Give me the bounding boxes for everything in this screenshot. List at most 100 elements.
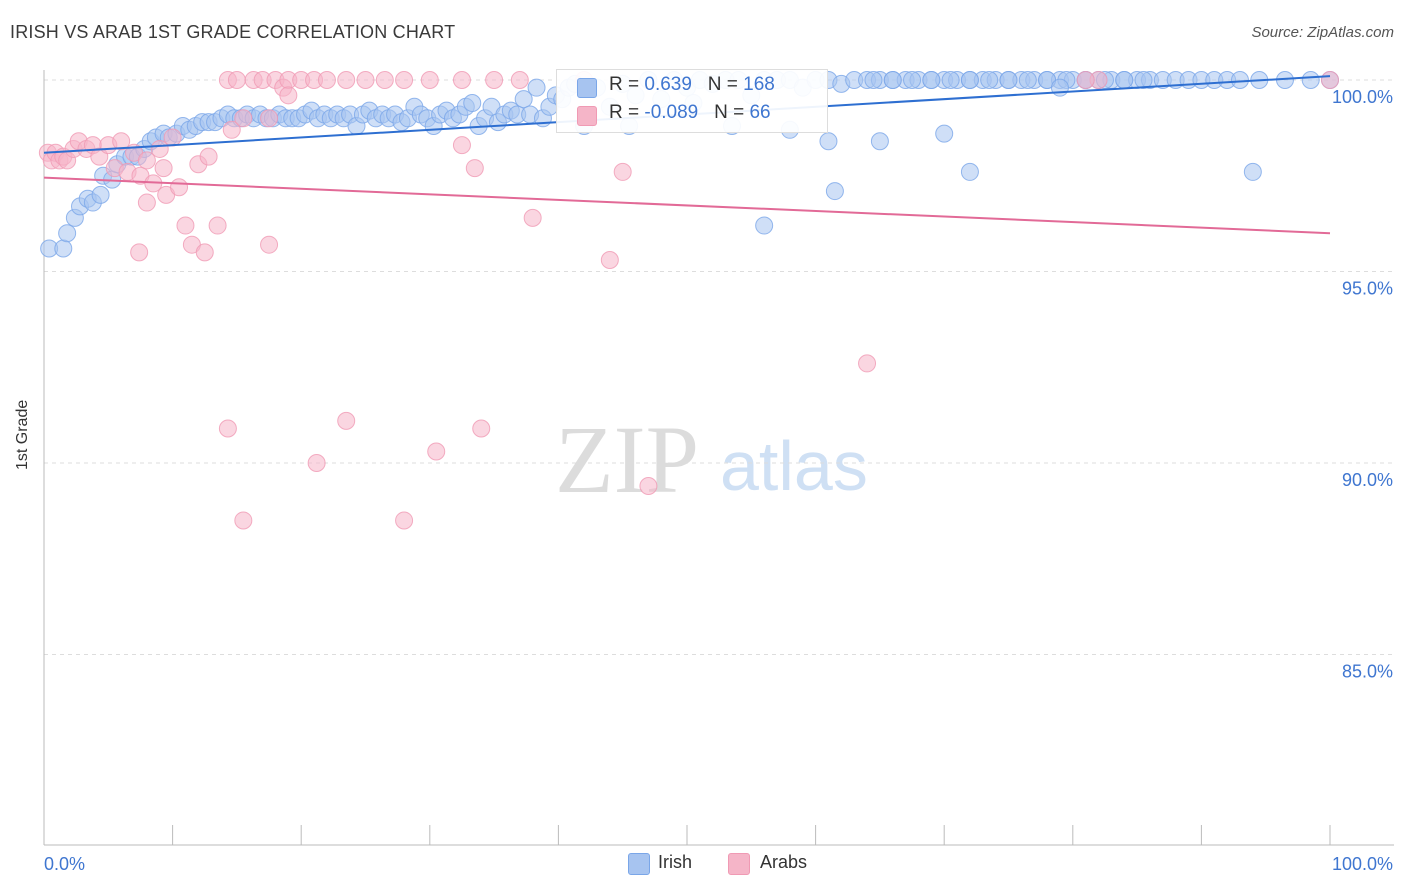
legend-arabs-label: Arabs [760, 852, 808, 872]
arabs-point [170, 178, 189, 197]
arabs-point [317, 71, 336, 89]
irish-n-value: 168 [743, 74, 775, 95]
arabs-point [510, 71, 529, 89]
stats-box: R = 0.639 N = 168 R = -0.089 N = 66 [556, 69, 828, 133]
arabs-point [137, 151, 156, 170]
irish-point [1134, 71, 1153, 89]
legend-irish-label: Irish [658, 852, 693, 872]
irish-point [922, 71, 941, 89]
arabs-point [356, 71, 375, 89]
arabs-swatch [577, 106, 597, 126]
axes [43, 70, 1394, 846]
legend-arabs-swatch [728, 853, 750, 875]
irish-r-label: R = [609, 74, 645, 95]
irish-point [1230, 71, 1249, 89]
arabs-point [137, 193, 156, 212]
y-tick-label: 85.0% [1342, 662, 1393, 682]
irish-point [91, 185, 110, 204]
arabs-point [279, 86, 298, 105]
arabs-point [307, 454, 326, 472]
arabs-point [234, 109, 253, 128]
arabs-point [395, 71, 414, 89]
irish-point [960, 71, 979, 89]
watermark-zip: ZIP [555, 406, 699, 513]
stats-row-arabs: R = -0.089 N = 66 [557, 102, 827, 128]
arabs-point [208, 216, 227, 235]
arabs-point [163, 128, 182, 147]
arabs-point [154, 159, 173, 178]
arabs-point [176, 216, 195, 235]
legend: Irish Arabs [0, 850, 1406, 880]
arabs-point [858, 354, 877, 373]
irish-point [527, 78, 546, 97]
arabs-point [1321, 71, 1339, 89]
irish-stats-text: R = 0.639 N = 168 [609, 74, 775, 96]
arabs-point [427, 442, 446, 461]
irish-point [755, 216, 774, 235]
irish-r-value: 0.639 [644, 74, 692, 95]
arabs-point [218, 419, 237, 438]
irish-point [864, 71, 883, 89]
arabs-point [199, 147, 218, 166]
arabs-point [337, 411, 356, 430]
arabs-point [195, 243, 214, 262]
arabs-point [465, 159, 484, 178]
irish-point [960, 162, 979, 181]
irish-n-label: N = [707, 74, 744, 95]
arabs-point [639, 476, 658, 495]
irish-point [903, 71, 922, 89]
irish-point [819, 132, 838, 151]
irish-point [870, 132, 889, 151]
arabs-point [227, 71, 246, 89]
arabs-point [523, 208, 542, 227]
arabs-point [613, 162, 632, 181]
arabs-point [472, 419, 491, 438]
arabs-r-label: R = [609, 102, 645, 123]
irish-point [999, 71, 1018, 89]
arabs-point [420, 71, 439, 89]
arabs-trend-line [43, 176, 1331, 235]
legend-irish-swatch [628, 853, 650, 875]
x-tick-label-max: 100.0% [1332, 854, 1393, 874]
x-tick-label-min: 0.0% [44, 854, 85, 874]
irish-swatch [577, 78, 597, 98]
arabs-point [485, 71, 504, 89]
arabs-point [1076, 71, 1095, 89]
source-credit: Source: ZipAtlas.com [1251, 24, 1394, 41]
arabs-stats-text: R = -0.089 N = 66 [609, 102, 771, 124]
arabs-point [452, 136, 471, 155]
irish-point [1243, 162, 1262, 181]
arabs-point [222, 120, 241, 139]
arabs-point [337, 71, 356, 89]
irish-point [935, 124, 954, 143]
arabs-point [395, 511, 414, 530]
arabs-point [112, 132, 131, 151]
watermark: ZIP atlas [555, 406, 868, 513]
arabs-point [375, 71, 394, 89]
y-tick-label: 100.0% [1332, 87, 1393, 107]
irish-point [58, 224, 77, 243]
irish-point [941, 71, 960, 89]
tick-labels: 100.0% 95.0% 90.0% 85.0% 0.0% 100.0% [44, 87, 1393, 874]
irish-point [825, 182, 844, 201]
irish-point [980, 71, 999, 89]
arabs-n-value: 66 [749, 102, 771, 123]
y-tick-label: 95.0% [1342, 279, 1393, 299]
irish-point [1018, 71, 1037, 89]
irish-point [883, 71, 902, 89]
y-tick-label: 90.0% [1342, 470, 1393, 490]
arabs-point [130, 243, 149, 262]
irish-point [54, 239, 73, 258]
arabs-point [600, 251, 619, 270]
watermark-atlas: atlas [720, 427, 868, 505]
irish-point [1115, 71, 1134, 89]
irish-point [1301, 71, 1320, 89]
arabs-point [260, 109, 279, 128]
irish-point [463, 93, 482, 112]
stats-row-irish: R = 0.639 N = 168 [557, 74, 827, 100]
irish-point [514, 90, 533, 109]
arabs-point [452, 71, 471, 89]
arabs-r-value: -0.089 [644, 102, 699, 123]
arabs-point [234, 511, 253, 530]
